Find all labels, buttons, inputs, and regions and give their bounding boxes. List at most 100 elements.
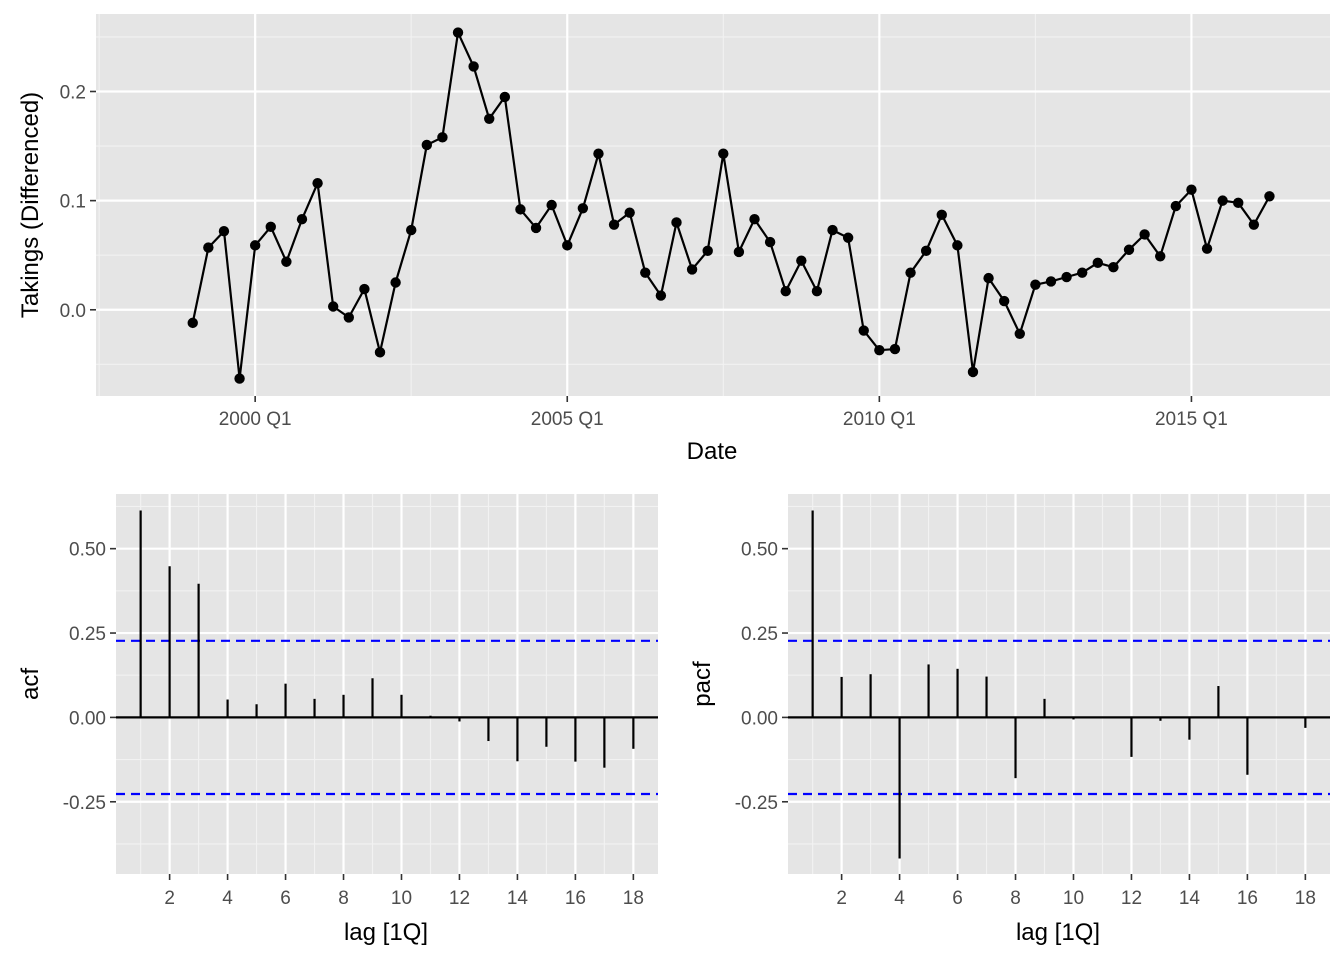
acf-x-axis-title: lag [1Q] [344, 919, 428, 946]
ts-data-point [686, 264, 698, 275]
ts-data-point [296, 213, 308, 225]
ts-data-point [1123, 244, 1135, 255]
acf-x-tick-label: 6 [280, 888, 291, 909]
ts-data-point [390, 277, 401, 288]
pacf-y-tick-label: 0.25 [741, 624, 778, 645]
ts-data-point [327, 301, 339, 312]
ts-data-point [827, 224, 838, 236]
ts-data-point [858, 325, 869, 336]
ts-x-tick-label: 2010 Q1 [843, 409, 916, 430]
ts-data-point [281, 256, 292, 267]
ts-data-point [1201, 243, 1213, 254]
ts-x-tick-label: 2000 Q1 [219, 409, 292, 430]
pacf-y-tick-label: 0.00 [741, 708, 778, 729]
ts-data-point [1233, 197, 1244, 209]
pacf-x-tick-label: 10 [1063, 888, 1084, 909]
ts-data-point [983, 272, 994, 284]
pacf-panel-background [788, 494, 1330, 874]
ts-data-point [437, 132, 448, 143]
pacf-y-tick-label: 0.50 [741, 540, 778, 561]
ts-data-point [624, 207, 635, 218]
ts-data-point [905, 267, 916, 278]
ts-data-point [655, 290, 667, 301]
acf-confidence-bands [116, 639, 658, 796]
ts-data-point [1155, 251, 1166, 262]
ts-data-point [515, 204, 526, 215]
pacf-panel: 2 4 6 8 10 12 14 16 18 -0.25 0.00 0.25 0.50 lag [1Q… [689, 494, 1330, 946]
ts-data-point [640, 267, 651, 278]
ts-data-point [671, 217, 682, 228]
ts-data-point [920, 245, 932, 257]
acf-y-ticks: -0.25 0.00 0.25 0.50 [63, 540, 116, 814]
ts-data-point [359, 283, 370, 295]
acf-x-tick-label: 2 [164, 888, 175, 909]
ts-data-point [562, 240, 573, 251]
ts-data-point [1108, 262, 1119, 273]
ts-data-point [265, 221, 276, 233]
ts-data-point [811, 286, 823, 297]
ts-data-point [593, 148, 604, 159]
ts-data-point [1030, 279, 1041, 290]
pacf-x-tick-label: 2 [836, 888, 847, 909]
ts-data-point [874, 344, 885, 356]
acf-x-tick-label: 10 [391, 888, 412, 909]
acf-x-ticks: 2 4 6 8 10 12 14 16 18 [164, 874, 644, 909]
ts-data-point [249, 240, 261, 251]
ts-data-point [203, 242, 214, 253]
ts-data-point [343, 312, 354, 323]
acf-y-axis-title: acf [17, 668, 44, 700]
pacf-gridlines [788, 494, 1330, 874]
acf-x-tick-label: 4 [222, 888, 233, 909]
ts-data-point [577, 203, 589, 214]
ts-data-point [1217, 195, 1228, 206]
pacf-y-axis-title: pacf [689, 661, 716, 707]
ts-data-point [764, 236, 776, 248]
ts-data-point [1092, 257, 1104, 269]
time-series-x-ticks: 2000 Q1 2005 Q1 2010 Q1 2015 Q1 [219, 396, 1228, 430]
ts-data-point [936, 209, 947, 221]
ts-y-tick-label: 0.2 [60, 82, 86, 103]
acf-y-tick-label: 0.50 [69, 540, 106, 561]
ts-data-point [842, 232, 854, 243]
acf-x-tick-label: 12 [449, 888, 470, 909]
ts-data-point [312, 177, 323, 189]
pacf-bars [788, 510, 1330, 859]
time-series-panel: 2000 Q1 2005 Q1 2010 Q1 2015 Q1 0.0 0.1 0.2 D… [17, 14, 1330, 465]
time-series-gridlines [96, 14, 1330, 396]
acf-panel-background [116, 494, 658, 874]
pacf-x-ticks: 2 4 6 8 10 12 14 16 18 [836, 874, 1316, 909]
ts-data-point [702, 245, 713, 257]
pacf-y-ticks: -0.25 0.00 0.25 0.50 [735, 540, 788, 814]
ts-data-point [421, 139, 433, 151]
ts-y-tick-label: 0.1 [60, 192, 86, 213]
pacf-x-axis-title: lag [1Q] [1016, 919, 1100, 946]
pacf-x-tick-label: 12 [1121, 888, 1142, 909]
ts-y-tick-label: 0.0 [60, 301, 86, 322]
ts-data-point [530, 222, 542, 234]
pacf-x-tick-label: 14 [1179, 888, 1201, 909]
ts-data-point [484, 113, 495, 124]
ts-data-point [780, 286, 791, 297]
ts-data-point [608, 219, 620, 230]
ts-data-point [967, 366, 979, 378]
ts-data-point [1170, 200, 1182, 212]
ts-data-point [374, 347, 386, 358]
acf-y-tick-label: -0.25 [63, 793, 106, 814]
ts-data-point [468, 61, 479, 72]
ts-data-point [749, 213, 760, 225]
ts-data-point [499, 91, 511, 103]
time-series-line [191, 31, 1271, 380]
pacf-x-tick-label: 6 [952, 888, 963, 909]
ts-data-point [1077, 267, 1088, 278]
ts-data-point [1139, 229, 1150, 240]
ts-data-point [1186, 184, 1197, 195]
ts-data-point [718, 148, 729, 159]
ts-data-point [546, 199, 557, 211]
ts-data-point [452, 27, 464, 38]
pacf-confidence-bands [788, 639, 1330, 796]
ts-data-point [1014, 328, 1025, 339]
ts-data-point [406, 224, 417, 236]
ts-data-point [187, 317, 198, 329]
ts-x-tick-label: 2005 Q1 [531, 409, 604, 430]
acf-bars [116, 510, 658, 768]
